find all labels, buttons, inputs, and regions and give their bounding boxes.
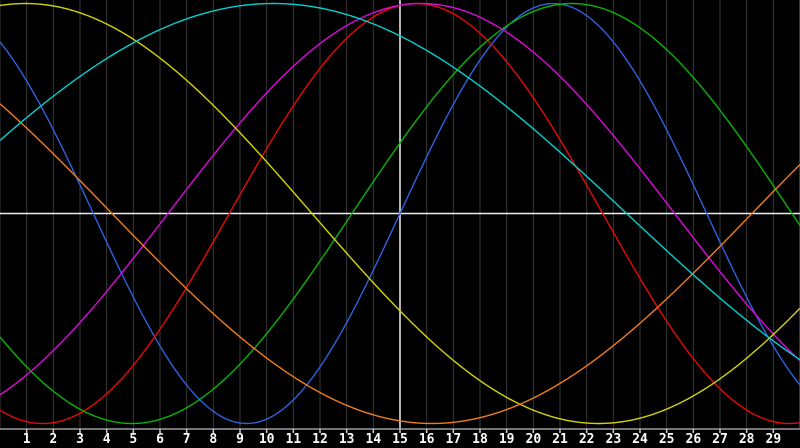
series-cycle-23-day bbox=[0, 2, 800, 425]
series-cycle-53-day bbox=[0, 2, 800, 361]
series-cycle-43-day bbox=[0, 2, 800, 425]
series-cycle-33-day bbox=[0, 2, 800, 425]
series-cycle-38-day bbox=[0, 2, 800, 396]
series-cycle-48-day bbox=[0, 103, 800, 425]
